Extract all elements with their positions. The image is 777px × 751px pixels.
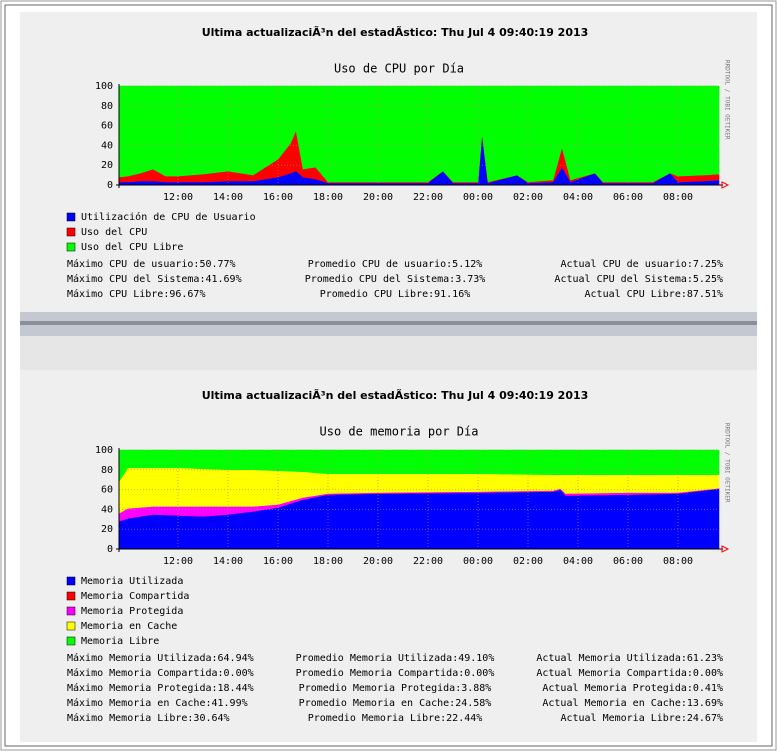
stat-text: Actual Memoria Protegida:0.41% (542, 683, 723, 694)
stat-text: Promedio Memoria en Cache:24.58% (299, 698, 492, 709)
legend-label: Memoria Utilizada (81, 576, 183, 587)
legend-swatch (66, 576, 76, 586)
legend-label: Uso del CPU Libre (81, 242, 183, 253)
x-tick-label: 00:00 (463, 192, 493, 203)
y-tick-label: 60 (101, 121, 113, 132)
x-tick-label: 18:00 (313, 556, 343, 567)
stat-text: Promedio Memoria Compartida:0.00% (296, 668, 495, 679)
y-tick-label: 20 (101, 524, 113, 535)
stat-text: Máximo Memoria Protegida:18.44% (67, 682, 254, 694)
x-tick-label: 16:00 (263, 192, 293, 203)
watermark: RRDTOOL / TOBI OETIKER (724, 423, 731, 503)
y-tick-label: 0 (107, 180, 113, 191)
legend-swatch (66, 606, 76, 616)
legend-swatch (66, 636, 76, 646)
x-tick-label: 14:00 (213, 556, 243, 567)
legend-swatch (66, 227, 76, 237)
stat-text: Promedio CPU Libre:91.16% (320, 289, 471, 300)
chart-title: Uso de CPU por Día (334, 62, 464, 76)
y-tick-label: 0 (107, 544, 113, 555)
stat-text: Actual CPU del Sistema:5.25% (554, 274, 723, 285)
y-tick-label: 100 (95, 81, 113, 92)
update-text: Ultima actualizaciÃ³n del estadÃ­stico: … (202, 389, 589, 402)
x-tick-label: 12:00 (163, 192, 193, 203)
separator-line (20, 321, 757, 325)
y-tick-label: 20 (101, 160, 113, 171)
x-tick-label: 18:00 (313, 192, 343, 203)
axis-arrow (721, 181, 730, 189)
stat-text: Actual Memoria Utilizada:61.23% (536, 653, 723, 664)
x-tick-label: 20:00 (363, 192, 393, 203)
legend-swatch (66, 621, 76, 631)
legend-label: Memoria Protegida (81, 606, 183, 617)
stat-text: Actual CPU de usuario:7.25% (560, 259, 723, 270)
stat-text: Promedio Memoria Libre:22.44% (308, 713, 483, 724)
stat-text: Actual Memoria Compartida:0.00% (536, 668, 723, 679)
watermark: RRDTOOL / TOBI OETIKER (724, 60, 731, 140)
area (118, 85, 720, 183)
legend-label: Utilización de CPU de Usuario (81, 211, 256, 223)
x-tick-label: 12:00 (163, 556, 193, 567)
x-tick-label: 22:00 (413, 192, 443, 203)
y-tick-label: 80 (101, 101, 113, 112)
stat-text: Máximo Memoria Utilizada:64.94% (67, 652, 254, 664)
x-tick-label: 08:00 (663, 556, 693, 567)
x-tick-label: 16:00 (263, 556, 293, 567)
legend-label: Memoria Libre (81, 636, 159, 647)
legend-swatch (66, 591, 76, 601)
panel (20, 370, 757, 742)
stat-text: Máximo CPU del Sistema:41.69% (67, 273, 242, 285)
stat-text: Actual CPU Libre:87.51% (585, 289, 723, 300)
update-text: Ultima actualizaciÃ³n del estadÃ­stico: … (202, 26, 589, 39)
x-tick-label: 02:00 (513, 556, 543, 567)
x-tick-label: 06:00 (613, 556, 643, 567)
y-tick-label: 60 (101, 485, 113, 496)
legend-label: Memoria en Cache (81, 621, 177, 632)
stat-text: Promedio Memoria Utilizada:49.10% (296, 653, 495, 664)
y-tick-label: 80 (101, 465, 113, 476)
axis-arrow (721, 545, 730, 553)
stat-text: Promedio Memoria Protegida:3.88% (299, 683, 492, 694)
stat-text: Actual Memoria en Cache:13.69% (542, 698, 723, 709)
stat-text: Promedio CPU del Sistema:3.73% (305, 274, 486, 285)
legend-swatch (66, 212, 76, 222)
spacer (20, 336, 757, 370)
y-tick-label: 40 (101, 504, 113, 515)
y-tick-label: 40 (101, 140, 113, 151)
legend-swatch (66, 242, 76, 252)
chart-title: Uso de memoria por Día (320, 425, 479, 439)
stat-text: Máximo CPU Libre:96.67% (67, 288, 205, 300)
legend-label: Uso del CPU (81, 227, 147, 238)
x-tick-label: 06:00 (613, 192, 643, 203)
x-tick-label: 02:00 (513, 192, 543, 203)
stat-text: Actual Memoria Libre:24.67% (560, 713, 723, 724)
stat-text: Máximo Memoria en Cache:41.99% (67, 697, 248, 709)
stat-text: Promedio CPU de usuario:5.12% (308, 259, 483, 270)
x-tick-label: 00:00 (463, 556, 493, 567)
y-tick-label: 100 (95, 445, 113, 456)
x-tick-label: 04:00 (563, 192, 593, 203)
legend-label: Memoria Compartida (81, 591, 189, 602)
x-tick-label: 04:00 (563, 556, 593, 567)
stat-text: Máximo CPU de usuario:50.77% (67, 258, 236, 270)
stat-text: Máximo Memoria Compartida:0.00% (67, 667, 254, 679)
stat-text: Máximo Memoria Libre:30.64% (67, 712, 230, 724)
x-tick-label: 08:00 (663, 192, 693, 203)
x-tick-label: 20:00 (363, 556, 393, 567)
x-tick-label: 22:00 (413, 556, 443, 567)
x-tick-label: 14:00 (213, 192, 243, 203)
